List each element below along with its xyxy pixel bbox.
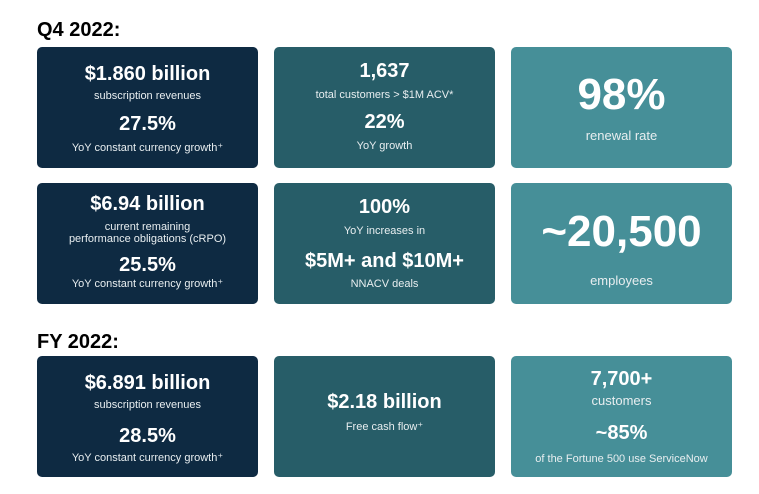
metric-label: current remaining [104, 221, 191, 233]
metric-label: total customers > $1M ACV* [315, 89, 454, 101]
metric-label: renewal rate [585, 128, 658, 143]
metric-label: subscription revenues [93, 90, 201, 102]
metric-value: ~20,500 [541, 207, 702, 256]
metric-growth-label: YoY constant currency growth⁺ [71, 278, 224, 290]
metric-value-2: $5M+ and $10M+ [305, 250, 464, 272]
metric-label: subscription revenues [93, 399, 201, 411]
metric-label: employees [590, 273, 653, 288]
metric-growth: 28.5% [119, 425, 176, 447]
metric-growth: 22% [364, 111, 405, 133]
metric-label: performance obligations (cRPO) [68, 233, 227, 245]
fy-heading: FY 2022: [37, 331, 119, 353]
metric-growth-label: YoY growth [356, 140, 413, 152]
q4-deals-card: 100% YoY increases in $5M+ and $10M+ NNA… [274, 183, 495, 304]
metric-value: 7,700+ [590, 368, 653, 390]
metric-growth-label: YoY constant currency growth⁺ [71, 452, 224, 464]
metric-growth: 27.5% [119, 113, 176, 135]
metric-value: 100% [358, 196, 411, 218]
metric-value-2: ~85% [595, 422, 648, 444]
q4-renewal-card: 98% renewal rate [511, 47, 732, 168]
metric-label: Free cash flow⁺ [345, 421, 424, 433]
q4-crpo-card: $6.94 billion current remaining performa… [37, 183, 258, 304]
q4-customers-card: 1,637 total customers > $1M ACV* 22% YoY… [274, 47, 495, 168]
metric-label: YoY increases in [343, 225, 426, 237]
metric-value: 98% [577, 70, 666, 119]
metric-growth-label: YoY constant currency growth⁺ [71, 142, 224, 154]
q4-heading: Q4 2022: [37, 19, 121, 41]
metric-value: $1.860 billion [84, 63, 211, 85]
metric-growth: 25.5% [119, 254, 176, 276]
metric-value: 1,637 [359, 60, 410, 82]
q4-subscription-card: $1.860 billion subscription revenues 27.… [37, 47, 258, 168]
fy-fcf-card: $2.18 billion Free cash flow⁺ [274, 356, 495, 477]
fy-customers-card: 7,700+ customers ~85% of the Fortune 500… [511, 356, 732, 477]
q4-employees-card: ~20,500 employees [511, 183, 732, 304]
metric-value: $6.94 billion [90, 193, 205, 215]
metric-label-2: NNACV deals [350, 278, 419, 290]
metric-label: customers [591, 393, 652, 408]
fy-subscription-card: $6.891 billion subscription revenues 28.… [37, 356, 258, 477]
metric-label-2: of the Fortune 500 use ServiceNow [535, 453, 708, 465]
metric-value: $2.18 billion [327, 391, 442, 413]
metric-value: $6.891 billion [84, 372, 211, 394]
